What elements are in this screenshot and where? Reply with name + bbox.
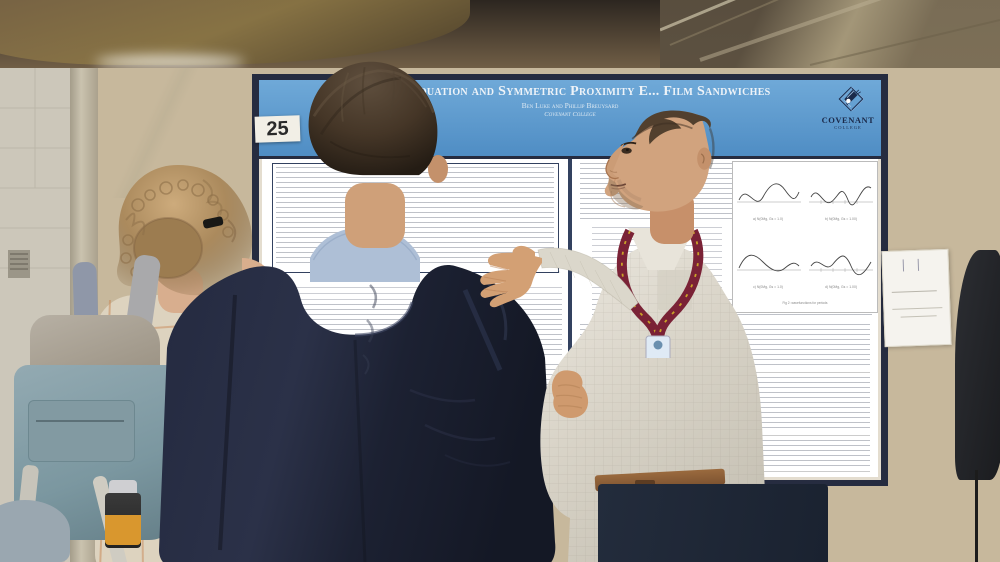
svg-text:b) N(0Mg, Gs = 1.00): b) N(0Mg, Gs = 1.00) bbox=[825, 217, 857, 221]
svg-text:d) N(0Mg, Gs = 1.00): d) N(0Mg, Gs = 1.00) bbox=[825, 285, 857, 289]
